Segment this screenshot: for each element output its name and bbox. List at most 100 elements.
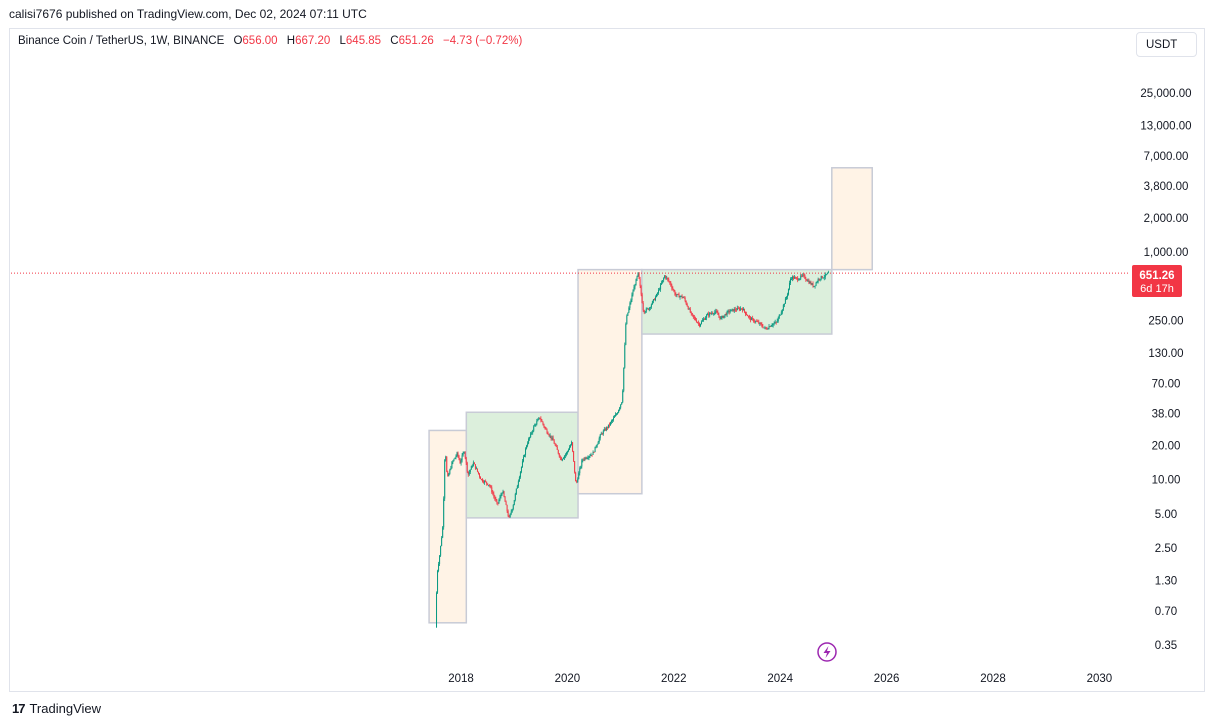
candle-174: [614, 415, 616, 418]
candle-24: [460, 458, 462, 466]
candle-91: [529, 436, 531, 441]
candle-8: [444, 459, 446, 502]
candle-30: [466, 461, 468, 473]
candle-234: [675, 292, 677, 297]
candle-283: [725, 312, 727, 316]
candle-341: [784, 296, 786, 304]
candle-331: [774, 319, 776, 324]
y-tick-label: 3,800.00: [1144, 181, 1189, 193]
candle-44: [481, 478, 483, 481]
candle-2: [438, 561, 440, 573]
candle-84: [521, 459, 523, 468]
candle-96: [534, 423, 536, 427]
candle-359: [803, 272, 805, 278]
y-tick-label: 10.00: [1152, 475, 1181, 487]
candle-302: [744, 311, 746, 317]
candle-165: [604, 427, 606, 432]
candle-65: [502, 489, 504, 494]
candle-365: [809, 280, 811, 284]
expansion-box-3[interactable]: [577, 268, 643, 495]
footer-brand[interactable]: 17 TradingView: [12, 701, 101, 716]
candle-127: [565, 451, 567, 457]
y-tick-label: 70.00: [1152, 378, 1181, 390]
candle-246: [687, 305, 689, 310]
candle-73: [510, 509, 512, 516]
candle-300: [742, 307, 744, 311]
candle-154: [593, 451, 595, 453]
candle-208: [648, 307, 650, 312]
candle-16: [452, 459, 454, 465]
currency-button[interactable]: USDT: [1136, 32, 1197, 57]
candle-155: [594, 446, 596, 453]
x-tick-label: 2018: [448, 673, 474, 685]
candle-134: [573, 450, 575, 463]
candle-43: [480, 476, 482, 480]
candle-151: [590, 452, 592, 457]
accumulation-box-4[interactable]: [641, 268, 833, 335]
candle-95: [533, 425, 535, 433]
candle-142: [581, 458, 583, 469]
candle-249: [690, 311, 692, 316]
candle-32: [468, 469, 470, 476]
candle-221: [662, 280, 664, 284]
candle-83: [520, 466, 522, 474]
candle-153: [592, 450, 594, 455]
candle-368: [812, 281, 814, 288]
candle-173: [613, 415, 615, 422]
candle-129: [568, 448, 570, 453]
candle-179: [619, 406, 621, 412]
candle-132: [571, 440, 573, 446]
candle-306: [749, 314, 751, 320]
candle-361: [805, 276, 807, 282]
candle-198: [638, 272, 640, 280]
candle-205: [645, 307, 647, 313]
candle-303: [746, 311, 748, 316]
candle-308: [751, 316, 753, 321]
candle-98: [536, 418, 538, 426]
candle-148: [587, 455, 589, 460]
candle-184: [624, 342, 626, 369]
candle-49: [486, 481, 488, 486]
candle-250: [691, 312, 693, 317]
candle-149: [588, 455, 590, 461]
candle-262: [704, 317, 706, 321]
y-tick-label: 250.00: [1148, 315, 1183, 327]
candle-144: [583, 457, 585, 462]
candle-152: [591, 454, 593, 457]
candle-319: [762, 324, 764, 329]
candle-55: [492, 490, 494, 496]
candle-62: [499, 494, 501, 502]
candle-124: [562, 457, 564, 460]
candle-259: [701, 320, 703, 325]
candle-256: [697, 320, 699, 326]
candle-105: [543, 423, 545, 429]
candle-111: [549, 433, 551, 439]
candle-317: [760, 321, 762, 326]
candle-66: [503, 490, 505, 498]
candle-375: [819, 278, 821, 282]
candle-377: [821, 275, 823, 279]
candle-183: [623, 367, 625, 393]
candle-218: [659, 287, 661, 291]
candle-258: [699, 323, 701, 328]
candle-125: [563, 455, 565, 460]
candle-109: [547, 431, 549, 435]
candle-193: [633, 284, 635, 292]
candle-107: [545, 426, 547, 430]
candle-224: [665, 274, 667, 280]
candle-130: [569, 445, 571, 451]
candle-352: [796, 277, 798, 280]
candle-322: [765, 327, 767, 330]
candle-133: [572, 442, 574, 453]
candle-349: [793, 275, 795, 281]
candle-69: [506, 504, 508, 513]
candle-209: [649, 306, 651, 311]
flash-icon[interactable]: [817, 642, 837, 662]
expansion-box-5[interactable]: [831, 167, 873, 271]
candle-10: [446, 456, 448, 473]
candle-79: [516, 484, 518, 489]
y-tick-label: 13,000.00: [1140, 120, 1191, 132]
candle-275: [717, 310, 719, 315]
candle-5: [441, 536, 443, 547]
